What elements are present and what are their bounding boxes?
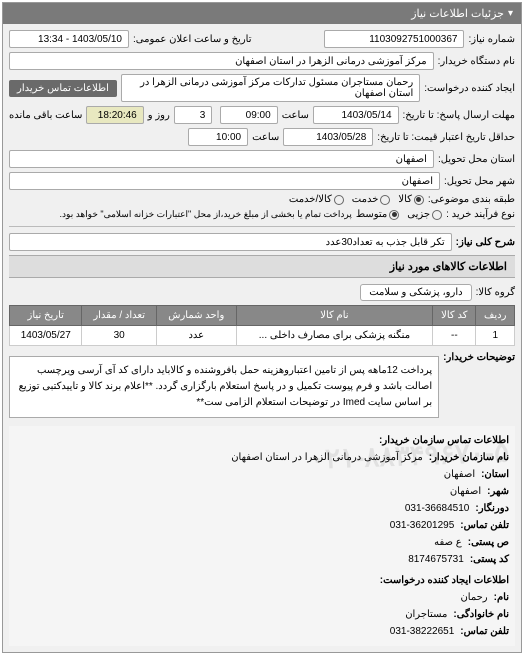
buyer-contact-header: اطلاعات تماس سازمان خریدار: <box>379 432 509 449</box>
radio-dot-icon <box>414 195 424 205</box>
buyer-org: مرکز آموزشی درمانی الزهرا در استان اصفها… <box>9 52 434 70</box>
phone: 031-36201295 <box>390 517 455 534</box>
response-date: 1403/05/14 <box>313 106 399 124</box>
validity-time: 10:00 <box>188 128 248 146</box>
postcode-label: کد پستی: <box>470 551 509 568</box>
radio-goods[interactable]: کالا <box>398 194 424 205</box>
req-phone-label: تلفن تماس: <box>460 623 509 640</box>
radio-dot-icon <box>432 210 442 220</box>
fax: 031-36684510 <box>405 500 470 517</box>
requester-contact-header: اطلاعات ایجاد کننده درخواست: <box>380 572 509 589</box>
contact-city-label: شهر: <box>487 483 509 500</box>
postcode: 8174675731 <box>408 551 464 568</box>
table-cell: 1 <box>476 326 515 346</box>
contact-section: ۰۲۱-۸۸۳۴۹۶۷۰-۵ اطلاعات تماس سازمان خریدا… <box>9 426 515 646</box>
table-header: تعداد / مقدار <box>82 306 156 326</box>
category-radio-group: کالا خدمت کالا/خدمت <box>289 194 424 205</box>
panel-body: شماره نیاز: 1103092751000367 تاریخ و ساع… <box>3 24 521 652</box>
radio-minor[interactable]: جزیی <box>407 209 442 220</box>
name: رحمان <box>460 589 487 606</box>
requester-label: ایجاد کننده درخواست: <box>424 83 515 94</box>
table-header: کد کالا <box>433 306 476 326</box>
lastname: مستاجران <box>405 606 447 623</box>
validity-time-label: ساعت <box>252 132 279 143</box>
org-name: مرکز آموزشی درمانی الزهرا در استان اصفها… <box>231 449 423 466</box>
buyer-desc-label: توضیحات خریدار: <box>443 352 515 363</box>
table-header: نام کالا <box>236 306 433 326</box>
table-header: واحد شمارش <box>156 306 236 326</box>
purchase-type-label: نوع فرآیند خرید : <box>446 209 515 220</box>
response-time: 09:00 <box>220 106 277 124</box>
pobox: ع صفه <box>434 534 462 551</box>
contact-province-label: استان: <box>481 466 509 483</box>
contact-info-button[interactable]: اطلاعات تماس خریدار <box>9 80 117 97</box>
purchase-note: پرداخت تمام یا بخشی از مبلغ خرید،از محل … <box>60 209 352 220</box>
goods-table: ردیفکد کالانام کالاواحد شمارشتعداد / مقد… <box>9 305 515 346</box>
radio-dot-icon <box>380 195 390 205</box>
fax-label: دورنگار: <box>475 500 509 517</box>
table-cell: منگنه پزشکی برای مصارف داخلی ... <box>236 326 433 346</box>
response-deadline-label: مهلت ارسال پاسخ: تا تاریخ: <box>403 110 515 121</box>
validity-date: 1403/05/28 <box>283 128 373 146</box>
collapse-icon[interactable]: ▾ <box>508 8 513 19</box>
requester: رحمان مستاجران مسئول تدارکات مرکز آموزشی… <box>121 74 420 102</box>
req-phone: 031-38222651 <box>390 623 455 640</box>
announce-label: تاریخ و ساعت اعلان عمومی: <box>133 34 252 45</box>
buyer-org-label: نام دستگاه خریدار: <box>438 56 515 67</box>
table-row[interactable]: 1--منگنه پزشکی برای مصارف داخلی ...عدد30… <box>10 326 515 346</box>
request-number-label: شماره نیاز: <box>468 34 515 45</box>
table-cell: 30 <box>82 326 156 346</box>
table-cell: 1403/05/27 <box>10 326 82 346</box>
province-label: استان محل تحویل: <box>438 154 515 165</box>
radio-dot-icon <box>389 210 399 220</box>
title-label: شرح کلی نیاز: <box>456 237 515 248</box>
group-label: گروه کالا: <box>476 287 515 298</box>
buyer-desc: پرداخت 12ماهه پس از تامین اعتباروهزینه ح… <box>9 356 439 418</box>
lastname-label: نام خانوادگی: <box>453 606 509 623</box>
org-name-label: نام سازمان خریدار: <box>429 449 509 466</box>
city: اصفهان <box>9 172 440 190</box>
panel-header[interactable]: ▾ جزئیات اطلاعات نیاز <box>3 3 521 24</box>
announce-value: 1403/05/10 - 13:34 <box>9 30 129 48</box>
table-cell: -- <box>433 326 476 346</box>
city-label: شهر محل تحویل: <box>444 176 515 187</box>
title-value: تکر قابل جذب به تعداد30عدد <box>9 233 452 251</box>
table-cell: عدد <box>156 326 236 346</box>
table-header: ردیف <box>476 306 515 326</box>
response-time-label: ساعت <box>282 110 309 121</box>
contact-province: اصفهان <box>444 466 475 483</box>
validity-label: حداقل تاریخ اعتبار قیمت: تا تاریخ: <box>377 132 515 143</box>
province: اصفهان <box>9 150 434 168</box>
group-chip: دارو، پزشکی و سلامت <box>360 284 471 301</box>
request-number: 1103092751000367 <box>324 30 464 48</box>
contact-city: اصفهان <box>450 483 481 500</box>
remaining-label: ساعت باقی مانده <box>9 110 82 121</box>
panel-title: جزئیات اطلاعات نیاز <box>411 7 504 20</box>
pobox-label: ص پستی: <box>468 534 509 551</box>
category-label: طبقه بندی موضوعی: <box>428 194 515 205</box>
table-header: تاریخ نیاز <box>10 306 82 326</box>
phone-label: تلفن تماس: <box>460 517 509 534</box>
remaining-days: 3 <box>174 106 213 124</box>
remaining-day-label: روز و <box>148 110 170 121</box>
details-panel: ▾ جزئیات اطلاعات نیاز شماره نیاز: 110309… <box>2 2 522 653</box>
name-label: نام: <box>494 589 509 606</box>
radio-service[interactable]: خدمت <box>352 194 391 205</box>
radio-medium[interactable]: متوسط <box>356 209 399 220</box>
goods-section-title: اطلاعات کالاهای مورد نیاز <box>9 255 515 278</box>
radio-both[interactable]: کالا/خدمت <box>289 194 344 205</box>
radio-dot-icon <box>334 195 344 205</box>
remaining-time: 18:20:46 <box>86 106 143 124</box>
purchase-type-radio-group: جزیی متوسط <box>356 209 442 220</box>
